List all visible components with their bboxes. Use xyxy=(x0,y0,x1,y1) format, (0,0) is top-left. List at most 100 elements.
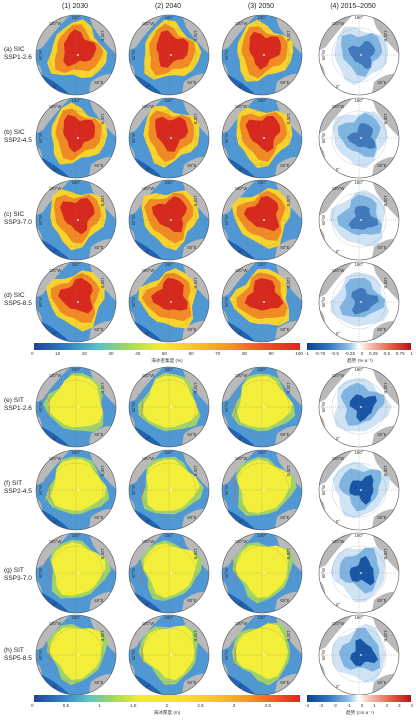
label-60e: 60°E xyxy=(280,163,289,168)
label-180: 180° xyxy=(355,15,364,20)
label-120e: 120°E xyxy=(286,277,291,289)
polar-map-h-3: 180° 120°W 120°E 60°W 0° 60°E xyxy=(219,612,305,698)
label-60w: 60°W xyxy=(224,402,229,412)
label-120w: 120°W xyxy=(332,268,345,273)
label-120w: 120°W xyxy=(49,268,62,273)
label-120e: 120°E xyxy=(193,113,198,125)
polar-map-a-2: 180° 120°W 120°E 60°W 0° 60°E xyxy=(126,12,212,98)
label-60w: 60°W xyxy=(224,297,229,307)
label-0: 0° xyxy=(53,684,57,689)
polar-map-d-1: 180° 120°W 120°E 60°W 0° 60°E xyxy=(33,259,119,345)
label-120e: 120°E xyxy=(193,630,198,642)
label-60e: 60°E xyxy=(94,432,103,437)
sit-colorbar-title: 海冰厚度 (m) xyxy=(153,710,181,715)
label-60e: 60°E xyxy=(280,515,289,520)
label-60e: 60°E xyxy=(280,80,289,85)
label-180: 180° xyxy=(355,98,364,103)
label-60e: 60°E xyxy=(280,245,289,250)
label-60w: 60°W xyxy=(131,568,136,578)
label-120e: 120°E xyxy=(100,113,105,125)
column-header-2050: (3) 2050 xyxy=(247,3,275,10)
sit-trend-colorbar-ticks: -4 -3 -2 -1 0 1 2 3 4 xyxy=(305,703,413,708)
label-180: 180° xyxy=(72,98,81,103)
label-120e: 120°E xyxy=(383,277,388,289)
label-0: 0° xyxy=(336,167,340,172)
label-120e: 120°E xyxy=(100,30,105,42)
label-120e: 120°E xyxy=(193,30,198,42)
label-120e: 120°E xyxy=(100,195,105,207)
polar-map-c-2: 180° 120°W 120°E 60°W 0° 60°E xyxy=(126,177,212,263)
label-60e: 60°E xyxy=(280,680,289,685)
label-60e: 60°E xyxy=(187,327,196,332)
label-180: 180° xyxy=(165,15,174,20)
label-0: 0° xyxy=(146,436,150,441)
label-60w: 60°W xyxy=(131,215,136,225)
sic-colorbar-ticks: 0 10 20 30 40 50 60 70 80 90 100 xyxy=(31,351,303,356)
label-0: 0° xyxy=(146,602,150,607)
label-120w: 120°W xyxy=(49,539,62,544)
label-120w: 120°W xyxy=(142,621,155,626)
label-120e: 120°E xyxy=(383,113,388,125)
label-60w: 60°W xyxy=(224,133,229,143)
label-60w: 60°W xyxy=(131,650,136,660)
label-0: 0° xyxy=(53,519,57,524)
label-120w: 120°W xyxy=(49,621,62,626)
label-0: 0° xyxy=(239,436,243,441)
polar-map-d-4: 180° 120°W 120°E 60°W 0° 60°E xyxy=(316,259,402,345)
label-120e: 120°E xyxy=(100,465,105,477)
label-120w: 120°W xyxy=(49,373,62,378)
column-header-2030: (1) 2030 xyxy=(61,3,89,10)
label-120e: 120°E xyxy=(193,548,198,560)
polar-map-g-2: 180° 120°W 120°E 60°W 0° 60°E xyxy=(126,530,212,616)
label-60w: 60°W xyxy=(224,50,229,60)
label-120w: 120°W xyxy=(142,104,155,109)
label-120w: 120°W xyxy=(235,268,248,273)
label-0: 0° xyxy=(239,684,243,689)
label-60w: 60°W xyxy=(131,402,136,412)
label-120e: 120°E xyxy=(193,277,198,289)
label-60e: 60°E xyxy=(187,432,196,437)
label-60w: 60°W xyxy=(321,133,326,143)
sit-colorbar-ticks: 0 0.5 1 1.5 2 2.5 3 3.5 xyxy=(31,703,271,708)
label-60w: 60°W xyxy=(38,485,43,495)
row-label-h: (h) SIT SSP5-8.5 xyxy=(4,647,32,662)
label-120w: 120°W xyxy=(142,186,155,191)
label-120e: 120°E xyxy=(100,548,105,560)
label-180: 180° xyxy=(72,450,81,455)
label-0: 0° xyxy=(336,249,340,254)
polar-map-h-4: 180° 120°W 120°E 60°W 0° 60°E xyxy=(316,612,402,698)
label-60w: 60°W xyxy=(321,297,326,307)
label-0: 0° xyxy=(146,684,150,689)
label-60w: 60°W xyxy=(321,50,326,60)
label-120w: 120°W xyxy=(332,456,345,461)
label-120w: 120°W xyxy=(49,104,62,109)
polar-map-b-2: 180° 120°W 120°E 60°W 0° 60°E xyxy=(126,95,212,181)
column-header-2040: (2) 2040 xyxy=(154,3,182,10)
sit-trend-colorbar xyxy=(307,695,411,702)
label-120w: 120°W xyxy=(142,456,155,461)
label-120w: 120°W xyxy=(332,621,345,626)
polar-map-f-4: 180° 120°W 120°E 60°W 0° 60°E xyxy=(316,447,402,533)
polar-map-b-4: 180° 120°W 120°E 60°W 0° 60°E xyxy=(316,95,402,181)
label-60e: 60°E xyxy=(187,245,196,250)
polar-map-c-1: 180° 120°W 120°E 60°W 0° 60°E xyxy=(33,177,119,263)
label-120e: 120°E xyxy=(193,382,198,394)
label-180: 180° xyxy=(72,615,81,620)
label-180: 180° xyxy=(258,450,267,455)
label-0: 0° xyxy=(336,84,340,89)
polar-map-b-1: 180° 120°W 120°E 60°W 0° 60°E xyxy=(33,95,119,181)
label-180: 180° xyxy=(258,98,267,103)
row-label-e: (e) SIT SSP1-2.6 xyxy=(4,397,32,412)
row-label-c: (c) SIC SSP3-7.0 xyxy=(4,211,32,226)
label-180: 180° xyxy=(72,367,81,372)
label-60e: 60°E xyxy=(187,680,196,685)
label-60w: 60°W xyxy=(38,297,43,307)
label-120e: 120°E xyxy=(383,382,388,394)
label-60e: 60°E xyxy=(377,163,386,168)
label-180: 180° xyxy=(72,533,81,538)
label-0: 0° xyxy=(53,602,57,607)
label-60w: 60°W xyxy=(38,133,43,143)
polar-map-f-1: 180° 120°W 120°E 60°W 0° 60°E xyxy=(33,447,119,533)
label-120w: 120°W xyxy=(49,186,62,191)
label-120w: 120°W xyxy=(235,539,248,544)
